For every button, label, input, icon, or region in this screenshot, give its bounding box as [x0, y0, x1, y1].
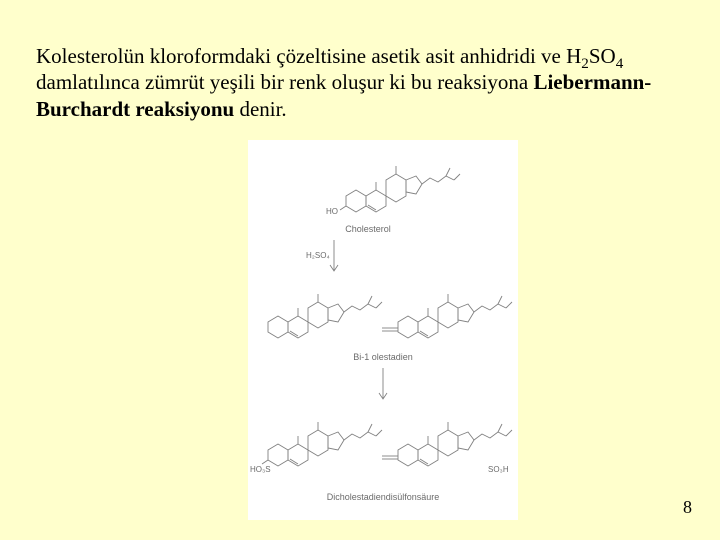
text-frag-2: SO [589, 44, 616, 68]
arrow-2 [379, 368, 387, 399]
bicholestadien-structure [268, 294, 512, 338]
label-dichol: Dicholestadiendisülfonsäure [327, 492, 440, 502]
label-ho3s: HO₃S [250, 465, 271, 474]
reaction-figure: HO Cholesterol H₂SO₄ [248, 140, 518, 520]
arrow-1 [330, 240, 338, 271]
dichol-structure [262, 422, 512, 466]
text-frag-3: damlatılınca zümrüt yeşili bir renk oluş… [36, 70, 533, 94]
label-so3h: SO₃H [488, 465, 509, 474]
label-h2so4: H₂SO₄ [306, 251, 330, 260]
reaction-svg: HO Cholesterol H₂SO₄ [248, 140, 518, 520]
text-frag-4: denir. [234, 97, 287, 121]
label-ho: HO [326, 207, 338, 216]
text-frag-1: Kolesterolün kloroformdaki çözeltisine a… [36, 44, 581, 68]
label-cholesterol: Cholesterol [345, 224, 391, 234]
cholesterol-structure [340, 166, 460, 212]
body-paragraph: Kolesterolün kloroformdaki çözeltisine a… [36, 43, 690, 122]
label-bicholestadien: Bi-1 olestadien [353, 352, 413, 362]
page-number: 8 [683, 497, 692, 518]
slide-root: Kolesterolün kloroformdaki çözeltisine a… [0, 0, 720, 540]
